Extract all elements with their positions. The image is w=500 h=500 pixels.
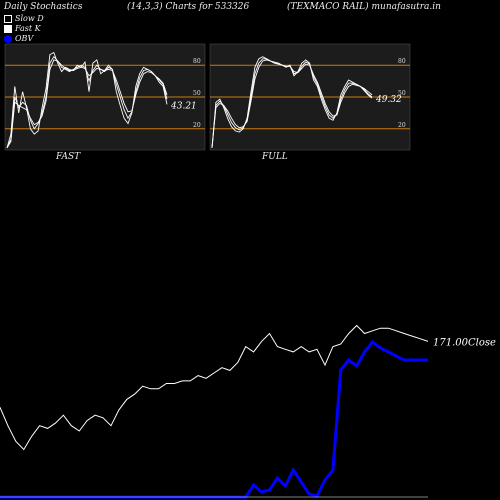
obv-swatch-icon: [4, 34, 12, 43]
legend-obv: OBV: [4, 34, 33, 43]
chart-title: Daily Stochastics: [4, 2, 83, 12]
fast-stoch-line-1: [6, 55, 168, 149]
fast-stoch-line-2: [6, 59, 168, 149]
full-panel-label: FULL: [262, 152, 288, 162]
close-price-line: [0, 324, 429, 451]
fast-stoch-line-0: [6, 51, 168, 149]
legend-slow-d: Slow D: [4, 14, 44, 23]
chart-params: (14,3,3) Charts for 533326: [127, 2, 250, 12]
legend-fast-k: Fast K: [4, 24, 41, 33]
site-label: (TEXMACO RAIL) munafasutra.in: [287, 2, 441, 12]
full-last-value: 49.32: [375, 95, 402, 105]
full-stoch-line-2: [211, 59, 373, 148]
full-ytick-20: 20: [398, 122, 406, 129]
obv-line: [0, 339, 428, 499]
close-last-value: 171.00Close: [433, 337, 496, 348]
fast-ytick-80: 80: [193, 58, 201, 65]
fast-panel-label: FAST: [56, 152, 81, 162]
fast-ytick-50: 50: [193, 90, 201, 97]
full-ytick-50: 50: [398, 90, 406, 97]
legend-slow-d-label: Slow D: [15, 14, 44, 23]
slow-d-swatch-icon: [4, 14, 12, 23]
full-stoch-line-1: [211, 58, 373, 148]
fast-last-value: 43.21: [170, 101, 197, 111]
legend-fast-k-label: Fast K: [15, 24, 41, 33]
fast-ytick-20: 20: [193, 122, 201, 129]
fast-k-swatch-icon: [4, 24, 12, 33]
legend-obv-label: OBV: [15, 34, 34, 43]
full-ytick-80: 80: [398, 58, 406, 65]
